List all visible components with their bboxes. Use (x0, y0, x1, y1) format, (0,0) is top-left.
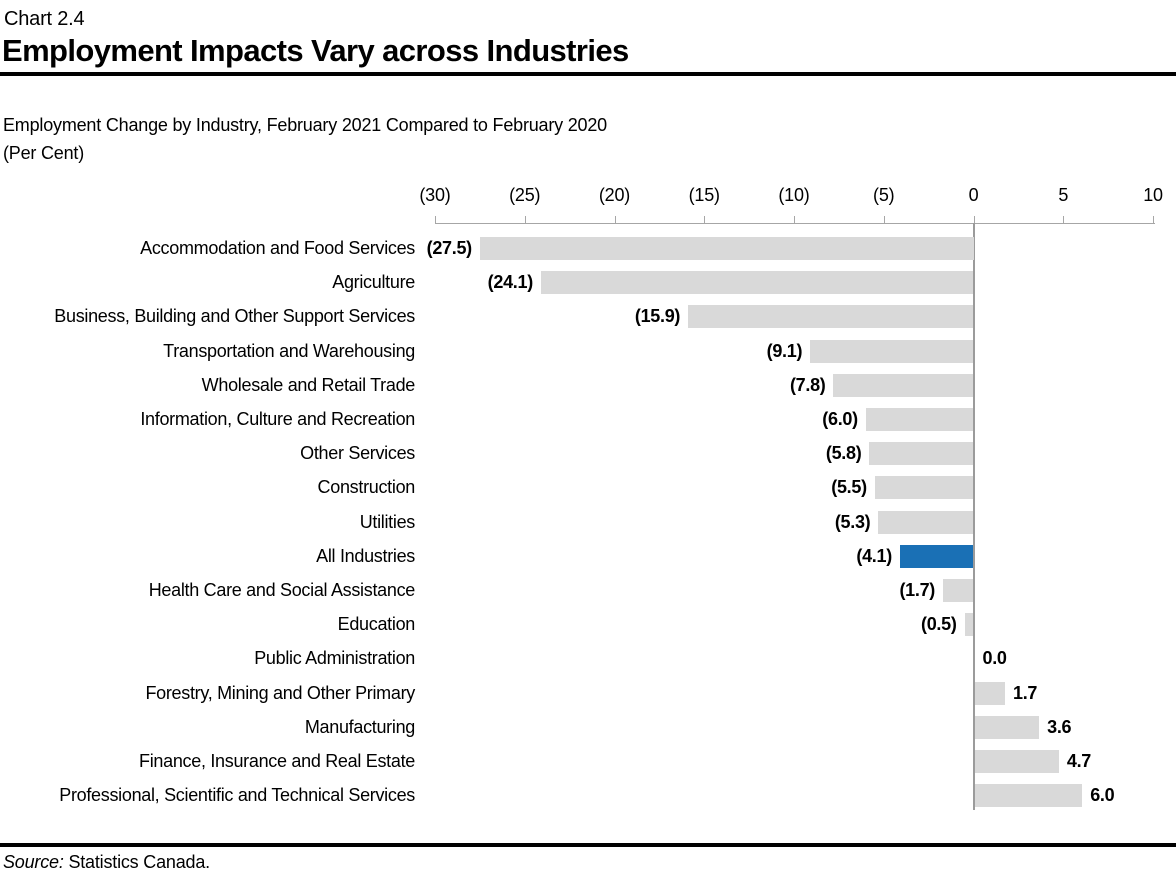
bar (974, 784, 1083, 807)
x-axis-tick-label: (15) (688, 185, 720, 205)
bar (964, 613, 974, 636)
footer-divider (0, 843, 1176, 847)
x-axis-line (435, 223, 1155, 224)
bar (833, 374, 974, 397)
bar (874, 476, 974, 499)
value-label: (24.1) (487, 272, 534, 292)
bar (540, 271, 974, 294)
source-text: Statistics Canada. (68, 852, 210, 872)
category-label: Construction (317, 477, 416, 497)
bar (810, 340, 974, 363)
value-label: (7.8) (789, 375, 826, 395)
category-label: Forestry, Mining and Other Primary (145, 683, 415, 703)
value-label: (5.3) (834, 512, 871, 532)
bar (869, 442, 974, 465)
bar-highlighted (899, 545, 974, 568)
x-axis-tick-label: 5 (1058, 185, 1069, 205)
x-axis-tick (435, 216, 436, 223)
bar (865, 408, 974, 431)
x-axis-tick-label: (25) (509, 185, 541, 205)
bar (974, 750, 1059, 773)
x-axis-tick-label: (20) (598, 185, 631, 205)
value-label: (5.5) (831, 477, 867, 497)
bar (688, 305, 974, 328)
category-label: Wholesale and Retail Trade (201, 375, 416, 395)
bar (974, 682, 1005, 705)
title-divider (0, 72, 1176, 76)
page-title: Employment Impacts Vary across Industrie… (2, 33, 629, 68)
value-label: (1.7) (899, 580, 935, 600)
category-label: Manufacturing (304, 717, 415, 737)
value-label: 1.7 (1013, 683, 1038, 703)
value-label: 3.6 (1047, 717, 1072, 737)
source-note: Source: Statistics Canada. (3, 852, 210, 873)
x-axis-tick (614, 216, 616, 223)
category-label: Business, Building and Other Support Ser… (54, 306, 415, 326)
category-label: Health Care and Social Assistance (148, 580, 416, 600)
chart-units-label: (Per Cent) (3, 143, 85, 163)
bar-chart: (30) (25) (20) (15) (10) (5) 0 5 10 Accommodation… (0, 175, 1176, 815)
value-label: (27.5) (426, 238, 473, 258)
source-label: Source: (3, 852, 64, 872)
category-label: Information, Culture and Recreation (140, 409, 415, 429)
x-axis-tick (1153, 216, 1154, 223)
value-label: 4.7 (1066, 751, 1091, 771)
x-axis-tick-label: (30) (419, 185, 451, 205)
category-label: Transportation and Warehousing (163, 341, 415, 361)
category-label: Accommodation and Food Services (140, 238, 415, 258)
x-axis-tick-label: (5) (873, 185, 895, 205)
x-axis-tick (1063, 216, 1065, 223)
x-axis-tick (524, 216, 526, 223)
chart-number: Chart 2.4 (4, 8, 85, 30)
chart-subtitle: Employment Change by Industry, February … (3, 115, 607, 135)
x-axis-tick-label: (10) (778, 185, 810, 205)
value-label: (15.9) (634, 306, 681, 326)
value-label: 0.0 (982, 648, 1007, 668)
x-axis-tick-label: 0 (968, 185, 979, 205)
x-axis-tick (704, 216, 706, 223)
category-label: Education (337, 614, 416, 634)
value-label: (4.1) (856, 546, 892, 566)
category-label: Utilities (359, 512, 416, 532)
bar (479, 237, 974, 260)
category-label: Public Administration (254, 648, 415, 668)
category-label: Finance, Insurance and Real Estate (139, 751, 415, 771)
value-label: 6.0 (1090, 785, 1115, 805)
value-label: (5.8) (825, 443, 862, 463)
bar (878, 511, 974, 534)
bar (974, 716, 1040, 739)
category-label: Agriculture (332, 272, 415, 292)
category-label: All Industries (316, 546, 415, 566)
x-axis-tick (794, 216, 795, 223)
value-label: (9.1) (766, 341, 803, 361)
x-axis-tick (883, 216, 885, 223)
category-label: Other Services (300, 443, 415, 463)
zero-gridline (972, 223, 975, 810)
bar (942, 579, 974, 602)
x-axis-tick (973, 216, 975, 223)
value-label: (0.5) (921, 614, 957, 634)
value-label: (6.0) (822, 409, 858, 429)
x-axis-tick-label: 10 (1143, 185, 1163, 205)
category-label: Professional, Scientific and Technical S… (59, 785, 415, 805)
